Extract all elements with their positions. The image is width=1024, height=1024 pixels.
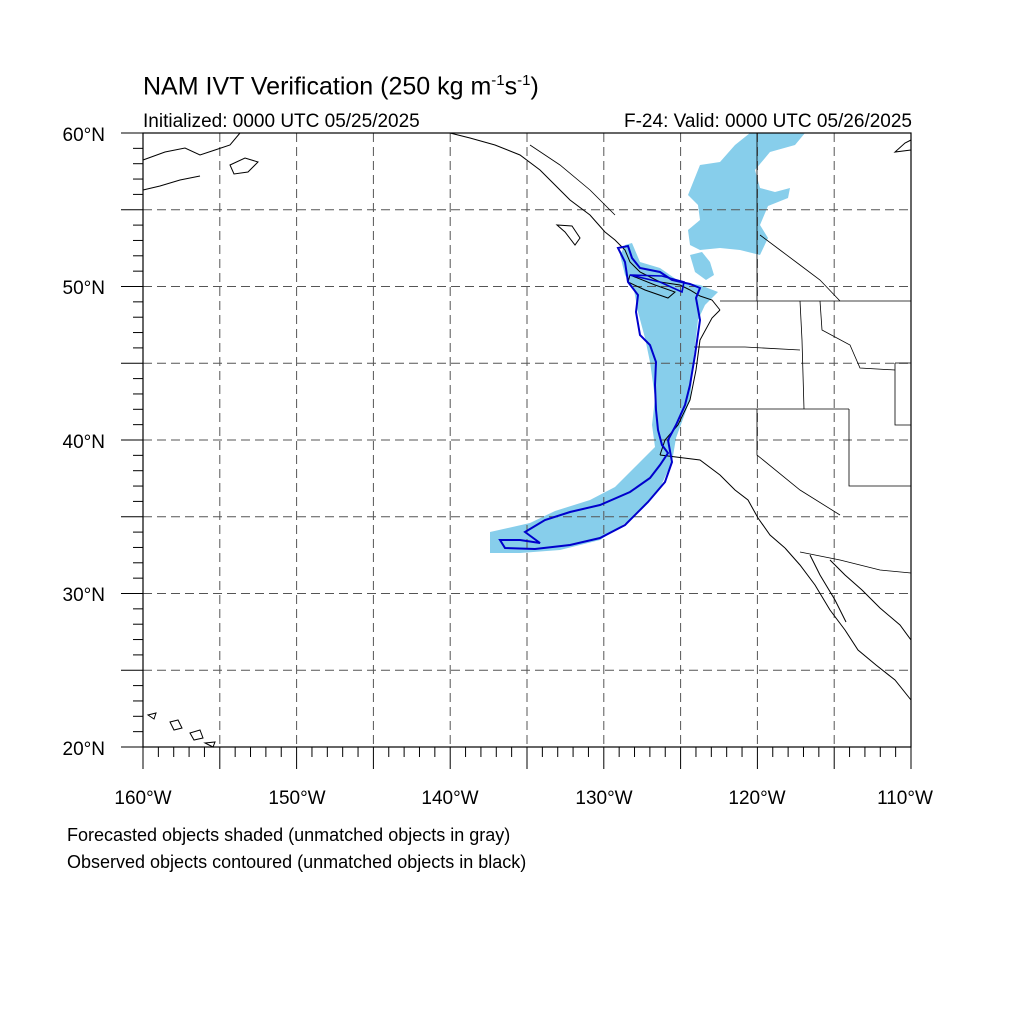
valid-time: F-24: Valid: 0000 UTC 05/26/2025 [624, 111, 912, 132]
forecast-object-bc [688, 133, 805, 255]
border-wa-or [694, 346, 801, 351]
lon-label-140w: 140°W [421, 788, 478, 809]
lat-label-60: 60°N [63, 125, 105, 146]
gulf-of-california-west [809, 554, 847, 623]
forecast-ar-object [490, 243, 718, 553]
border-or-id [799, 300, 805, 410]
gulf-of-california-east [829, 559, 912, 641]
forecast-objects [490, 133, 805, 553]
legend-forecast-note: Forecasted objects shaded (unmatched obj… [67, 825, 511, 845]
lon-label-120w: 120°W [728, 788, 785, 809]
lat-label-20: 20°N [63, 739, 105, 760]
map-gridlines [143, 133, 911, 747]
lat-label-50: 50°N [63, 278, 105, 299]
border-ab-misc [759, 234, 841, 302]
observed-object-contour [498, 244, 702, 551]
alaska-peninsula [142, 175, 201, 191]
border-us-mexico [799, 551, 912, 574]
island-hawaii-2 [169, 719, 183, 731]
island-hawaii-3 [189, 729, 204, 741]
border-id-mt [819, 300, 896, 371]
alaska-south-coast [142, 132, 241, 161]
border-wy [894, 362, 911, 426]
lon-label-130w: 130°W [575, 788, 632, 809]
axis-ticks [121, 132, 912, 769]
island-hawaii-1 [146, 712, 157, 720]
legend-observed-note: Observed objects contoured (unmatched ob… [67, 852, 527, 872]
observed-contour-inner [629, 274, 685, 294]
california-coast [659, 454, 786, 549]
initialized-time: Initialized: 0000 UTC 05/25/2025 [143, 111, 420, 132]
latitude-labels: 20°N 30°N 40°N 50°N 60°N [63, 125, 105, 760]
border-ca-nv [756, 409, 841, 516]
lon-label-150w: 150°W [268, 788, 325, 809]
lat-label-40: 40°N [63, 432, 105, 453]
chart-title: NAM IVT Verification (250 kg m-1s-1) [143, 72, 539, 101]
coastlines [142, 132, 912, 748]
border-nv-ut-az [848, 409, 911, 487]
border-ak-bc [529, 144, 616, 216]
longitude-labels: 160°W 150°W 140°W 130°W 120°W 110°W [114, 788, 933, 809]
lon-label-160w: 160°W [114, 788, 171, 809]
observed-ar-contour [498, 244, 702, 551]
us-west-coast [659, 309, 721, 456]
hudson-fragment [893, 139, 912, 153]
island-hawaii-4 [203, 741, 216, 748]
baja-coast [784, 547, 912, 701]
island-haida [555, 224, 581, 246]
alaska-panhandle [449, 132, 606, 233]
forecast-object-small [690, 252, 714, 280]
lat-label-30: 30°N [63, 585, 105, 606]
island-kodiak [229, 157, 259, 175]
lon-label-110w: 110°W [877, 788, 933, 809]
